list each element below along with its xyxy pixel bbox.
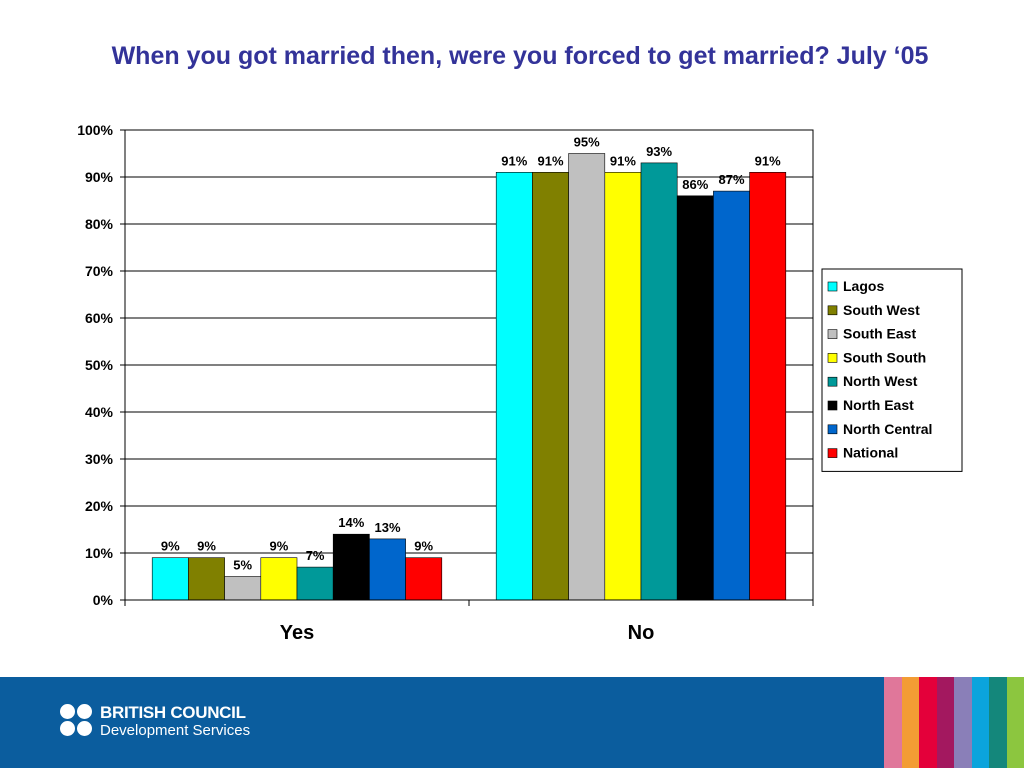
y-tick-label: 10% (85, 545, 114, 561)
bar-north-central (713, 190, 750, 601)
data-label: 14% (338, 515, 364, 530)
y-tick-label: 40% (85, 404, 114, 420)
legend-swatch (827, 305, 838, 316)
legend-swatch (827, 448, 838, 458)
data-label: 91% (755, 153, 781, 168)
footer-bar (0, 677, 1024, 768)
y-axis-ticks: 0% 10% 20% 30% 40% 50% 60% 70% 80% 90% 100% (77, 122, 113, 608)
stripe (989, 677, 1007, 768)
stripe (901, 677, 919, 768)
bar-north-west (640, 162, 678, 601)
legend-label: North Central (843, 421, 932, 437)
y-tick-label: 50% (85, 357, 114, 373)
legend-label: South West (843, 302, 920, 318)
legend-swatch (827, 400, 838, 411)
data-label: 91% (501, 153, 527, 168)
legend: Lagos South West South East South South Nort… (821, 268, 963, 472)
bar-south-east (224, 576, 262, 601)
legend-label: South South (843, 349, 926, 365)
data-label: 95% (574, 135, 600, 150)
bar-south-east (568, 153, 606, 601)
data-label: 9% (197, 539, 216, 554)
data-label: 87% (718, 172, 744, 187)
y-tick-label: 0% (93, 592, 114, 608)
y-tick-label: 90% (85, 169, 114, 185)
axes (120, 129, 814, 606)
logo-title: BRITISH COUNCIL (100, 703, 246, 722)
legend-box (821, 268, 963, 472)
bar-south-west (532, 172, 569, 601)
logo-subtitle: Development Services (100, 722, 251, 739)
data-label: 13% (374, 520, 400, 535)
data-labels: 9% 9% 5% 9% 7% 14% 13% 9% 91% 91% 95% 91% 93% 86% 87% 9… (161, 135, 781, 573)
y-tick-label: 80% (85, 216, 114, 232)
bar-national (749, 172, 787, 601)
legend-swatch (827, 353, 838, 363)
stripe (954, 677, 972, 768)
data-label: 93% (646, 144, 672, 159)
stripe (1006, 677, 1024, 768)
data-label: 7% (306, 548, 325, 563)
stripe (919, 677, 937, 768)
x-category-label: No (628, 622, 655, 644)
bar-national (405, 557, 443, 601)
stripe (936, 677, 954, 768)
y-tick-label: 20% (85, 498, 114, 514)
data-label: 86% (682, 177, 708, 192)
bar-south-south (604, 172, 642, 601)
color-stripes (884, 677, 1024, 768)
x-axis-categories: Yes No (280, 622, 655, 644)
legend-label: North West (843, 373, 918, 389)
legend-swatch (827, 281, 838, 292)
bar-lagos (151, 557, 189, 601)
data-label: 91% (537, 153, 563, 168)
bar-chart: 0% 10% 20% 30% 40% 50% 60% 70% 80% 90% 100% 9% 9% 5%… (77, 122, 963, 644)
bar-lagos (495, 172, 533, 601)
bar-north-central (369, 538, 406, 601)
bar-north-east (332, 533, 370, 601)
bar-south-west (188, 557, 225, 601)
y-tick-label: 100% (77, 122, 113, 138)
legend-label: North East (843, 397, 914, 413)
legend-label: Lagos (843, 278, 884, 294)
legend-label: National (843, 445, 898, 461)
legend-swatch (827, 424, 838, 435)
bar-south-south (260, 557, 298, 601)
logo-dots-icon (60, 704, 96, 740)
data-label: 9% (161, 539, 180, 554)
legend-swatch (827, 329, 838, 339)
y-tick-label: 70% (85, 263, 114, 279)
data-label: 9% (414, 539, 433, 554)
bars (151, 153, 787, 601)
data-label: 91% (610, 153, 636, 168)
y-tick-label: 60% (85, 310, 114, 326)
stripe (971, 677, 989, 768)
y-tick-label: 30% (85, 451, 114, 467)
legend-swatch (827, 376, 838, 387)
x-category-label: Yes (280, 622, 314, 644)
bar-north-east (676, 195, 714, 601)
bar-north-west (296, 566, 334, 601)
data-label: 5% (233, 558, 252, 573)
stripe (884, 677, 902, 768)
legend-label: South East (843, 326, 916, 342)
data-label: 9% (270, 539, 289, 554)
slide-title: When you got married then, were you forc… (111, 42, 929, 70)
